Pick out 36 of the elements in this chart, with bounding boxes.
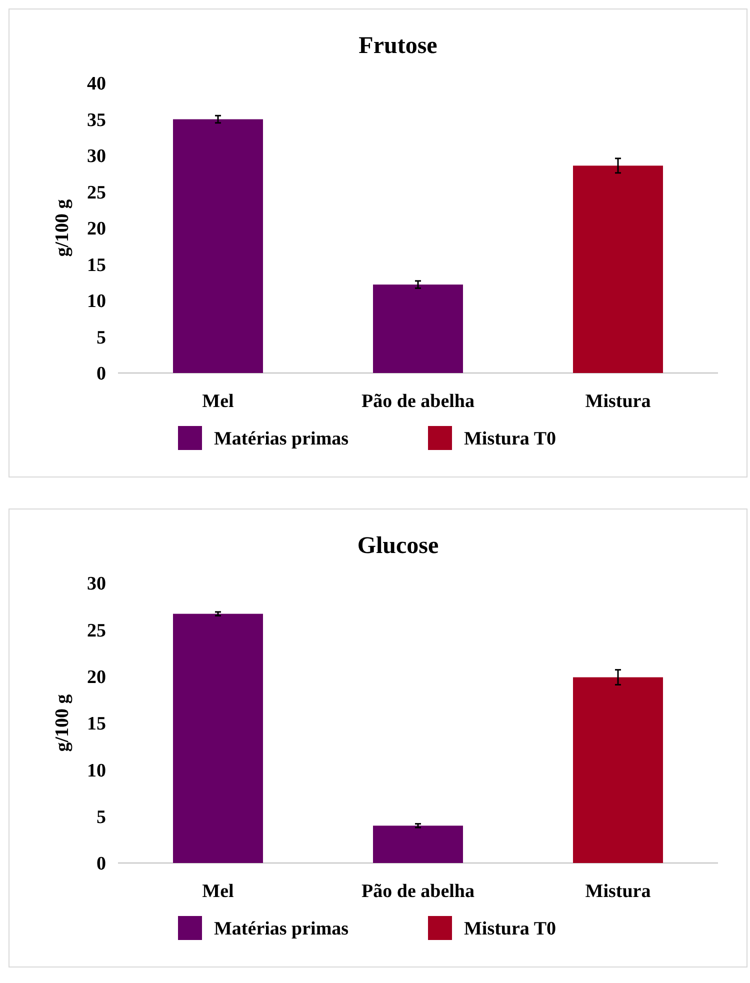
x-tick-label: Mistura <box>585 391 652 412</box>
legend-label: Matérias primas <box>214 428 349 450</box>
y-tick-label: 25 <box>87 620 106 642</box>
bar <box>373 826 463 863</box>
y-tick-label: 0 <box>96 364 106 385</box>
y-tick-label: 5 <box>96 806 106 828</box>
bar <box>573 677 663 863</box>
y-tick-label: 20 <box>87 218 106 240</box>
legend-label: Mistura T0 <box>464 428 556 450</box>
x-tick-label: Pão de abelha <box>362 881 475 902</box>
legend-label: Matérias primas <box>214 918 349 940</box>
y-tick-label: 20 <box>87 666 106 688</box>
x-tick-label: Mel <box>202 881 234 902</box>
bar <box>573 166 663 373</box>
bar <box>373 284 463 373</box>
y-axis-title: g/100 g <box>52 694 73 752</box>
y-tick-label: 40 <box>87 74 106 95</box>
y-axis-title: g/100 g <box>52 198 73 257</box>
x-tick-label: Mel <box>202 391 234 412</box>
chart-title: Glucose <box>357 533 440 559</box>
y-tick-label: 10 <box>87 291 106 312</box>
y-tick-label: 30 <box>87 574 106 595</box>
x-tick-label: Mistura <box>585 881 652 902</box>
y-tick-label: 30 <box>87 146 106 168</box>
y-tick-label: 35 <box>87 110 106 131</box>
x-tick-label: Pão de abelha <box>362 391 475 412</box>
bar <box>173 119 263 373</box>
y-tick-label: 15 <box>87 254 106 276</box>
y-tick-label: 0 <box>96 854 106 875</box>
legend-label: Mistura T0 <box>464 918 556 940</box>
bar <box>173 614 263 863</box>
y-tick-label: 5 <box>96 327 106 348</box>
y-tick-label: 15 <box>87 714 106 735</box>
y-tick-label: 25 <box>87 182 106 204</box>
y-tick-label: 10 <box>87 760 106 782</box>
chart-title: Frutose <box>358 33 438 59</box>
